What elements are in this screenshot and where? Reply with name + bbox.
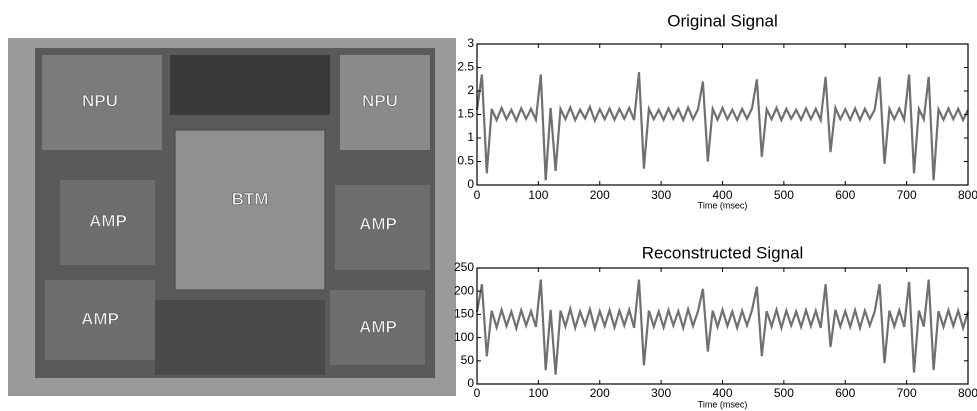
npu-block (42, 55, 162, 150)
chip-label: AMP (359, 317, 397, 336)
x-tick-label: 400 (712, 386, 732, 400)
x-tick-label: 800 (958, 386, 977, 400)
x-tick-label: 600 (835, 386, 855, 400)
y-tick-label: 1 (467, 130, 474, 144)
y-tick-label: 0 (467, 376, 474, 390)
amp-block (45, 280, 155, 360)
chip-label: BTM (232, 189, 269, 208)
x-tick-label: 200 (590, 188, 610, 202)
y-tick-label: 2 (467, 83, 474, 97)
chip-label: AMP (359, 214, 397, 233)
amp-block (60, 180, 155, 265)
x-axis-label: Time (msec) (698, 399, 748, 409)
chip-label: AMP (81, 309, 119, 328)
x-tick-label: 0 (474, 386, 481, 400)
amp-block (335, 185, 430, 270)
x-tick-label: 700 (897, 188, 917, 202)
x-tick-label: 300 (651, 386, 671, 400)
y-tick-label: 50 (461, 353, 475, 367)
chip-label: AMP (89, 211, 127, 230)
signal-line (475, 72, 969, 181)
btm-block (174, 129, 326, 291)
x-tick-label: 300 (651, 188, 671, 202)
chip-label: NPU (362, 91, 398, 110)
x-tick-label: 100 (528, 188, 548, 202)
y-tick-label: 200 (454, 283, 474, 297)
chart-title: Reconstructed Signal (642, 243, 804, 262)
chart-title: Original Signal (667, 11, 778, 30)
x-tick-label: 100 (528, 386, 548, 400)
x-tick-label: 500 (774, 386, 794, 400)
x-tick-label: 600 (835, 188, 855, 202)
x-tick-label: 700 (897, 386, 917, 400)
x-tick-label: 200 (590, 386, 610, 400)
y-tick-label: 0 (467, 177, 474, 191)
y-tick-label: 0.5 (457, 154, 474, 168)
x-axis-label: Time (msec) (698, 200, 748, 210)
pad-area (155, 300, 325, 375)
y-tick-label: 100 (454, 330, 474, 344)
y-tick-label: 2.5 (457, 60, 474, 74)
x-tick-label: 800 (958, 188, 977, 202)
x-tick-label: 500 (774, 188, 794, 202)
y-tick-label: 3 (467, 36, 474, 50)
chip-label: NPU (82, 91, 118, 110)
amp-block (330, 290, 425, 365)
top-area (170, 55, 330, 115)
y-tick-label: 250 (454, 260, 474, 274)
signal-line (475, 279, 970, 375)
x-tick-label: 0 (474, 188, 481, 202)
x-tick-label: 400 (712, 188, 732, 202)
y-tick-label: 1.5 (457, 107, 474, 121)
y-tick-label: 150 (454, 307, 474, 321)
npu-block (340, 55, 430, 150)
